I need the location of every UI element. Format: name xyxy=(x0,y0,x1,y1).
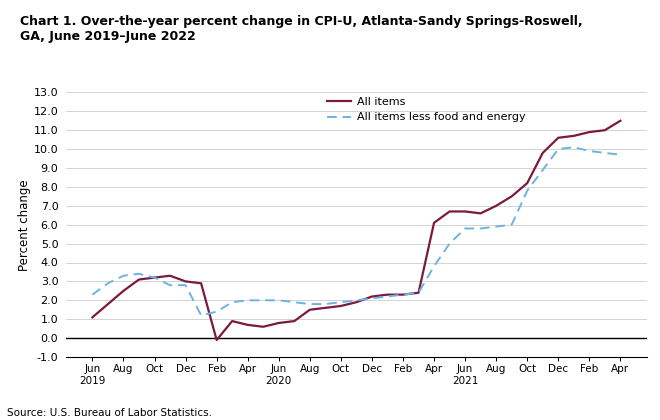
All items xyxy=(182,279,189,284)
All items xyxy=(290,318,298,323)
Text: Source: U.S. Bureau of Labor Statistics.: Source: U.S. Bureau of Labor Statistics. xyxy=(7,408,212,418)
All items less food and energy xyxy=(554,147,562,152)
All items less food and energy xyxy=(446,241,453,246)
All items less food and energy xyxy=(585,148,593,153)
All items xyxy=(150,275,158,280)
All items less food and energy xyxy=(523,188,531,193)
All items less food and energy xyxy=(244,298,251,303)
All items less food and energy xyxy=(182,283,189,288)
All items xyxy=(601,128,609,133)
All items less food and energy xyxy=(228,300,236,305)
All items xyxy=(352,300,360,305)
All items xyxy=(383,292,391,297)
All items xyxy=(539,150,546,155)
All items less food and energy xyxy=(414,290,422,295)
All items less food and energy xyxy=(213,309,220,314)
All items xyxy=(461,209,469,214)
All items xyxy=(570,133,578,138)
All items xyxy=(477,211,484,216)
All items less food and energy xyxy=(461,226,469,231)
All items less food and energy xyxy=(166,283,174,288)
All items xyxy=(197,281,205,286)
All items xyxy=(88,315,96,320)
All items xyxy=(321,305,329,310)
All items less food and energy xyxy=(119,273,127,278)
All items xyxy=(399,292,407,297)
All items xyxy=(259,324,267,329)
All items less food and energy xyxy=(570,144,578,150)
All items xyxy=(508,194,515,199)
All items less food and energy xyxy=(492,224,500,229)
All items less food and energy xyxy=(135,271,143,276)
All items xyxy=(492,203,500,208)
Line: All items: All items xyxy=(92,121,620,340)
All items less food and energy xyxy=(104,281,112,286)
All items xyxy=(244,323,251,328)
All items xyxy=(119,288,127,293)
All items less food and energy xyxy=(337,300,345,305)
All items xyxy=(368,294,376,299)
All items less food and energy xyxy=(306,302,314,307)
All items xyxy=(523,181,531,186)
All items less food and energy xyxy=(150,275,158,280)
All items xyxy=(414,290,422,295)
All items xyxy=(585,129,593,134)
All items less food and energy xyxy=(259,298,267,303)
All items xyxy=(446,209,453,214)
Text: Chart 1. Over-the-year percent change in CPI-U, Atlanta-Sandy Springs-Roswell,
G: Chart 1. Over-the-year percent change in… xyxy=(20,15,582,42)
Y-axis label: Percent change: Percent change xyxy=(18,179,31,270)
All items less food and energy xyxy=(539,167,546,172)
All items less food and energy xyxy=(430,264,438,269)
All items less food and energy xyxy=(508,222,515,227)
All items xyxy=(554,135,562,140)
All items xyxy=(135,277,143,282)
All items xyxy=(306,307,314,312)
All items less food and energy xyxy=(383,294,391,299)
All items less food and energy xyxy=(616,152,624,157)
All items less food and energy xyxy=(290,300,298,305)
All items xyxy=(616,118,624,123)
All items less food and energy xyxy=(321,302,329,307)
All items xyxy=(337,303,345,308)
All items xyxy=(104,302,112,307)
All items xyxy=(213,338,220,343)
Legend: All items, All items less food and energy: All items, All items less food and energ… xyxy=(322,92,530,127)
All items less food and energy xyxy=(275,298,282,303)
Line: All items less food and energy: All items less food and energy xyxy=(92,147,620,315)
All items xyxy=(166,273,174,278)
All items less food and energy xyxy=(88,292,96,297)
All items xyxy=(228,318,236,323)
All items less food and energy xyxy=(477,226,484,231)
All items xyxy=(430,220,438,225)
All items less food and energy xyxy=(368,296,376,301)
All items less food and energy xyxy=(197,313,205,318)
All items xyxy=(275,320,282,326)
All items less food and energy xyxy=(601,150,609,155)
All items less food and energy xyxy=(399,292,407,297)
All items less food and energy xyxy=(352,298,360,303)
